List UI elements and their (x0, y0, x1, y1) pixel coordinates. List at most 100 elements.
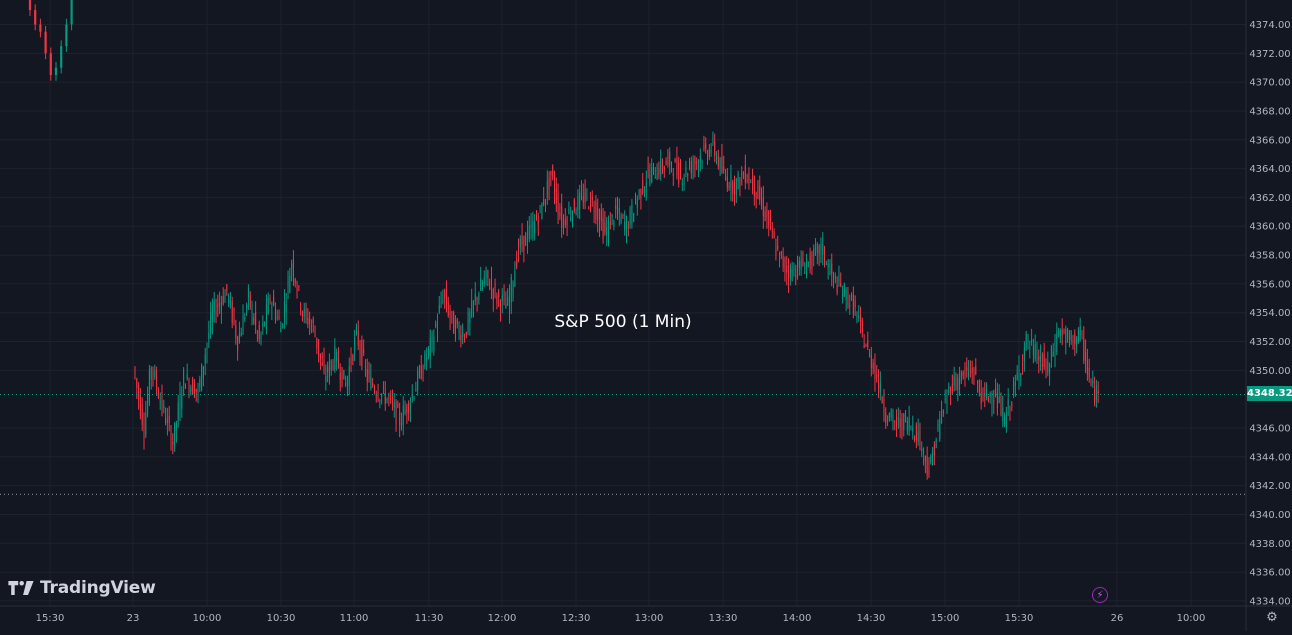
candle-body (465, 331, 467, 336)
candle-body (750, 182, 752, 184)
candle-body (303, 308, 305, 317)
candle-body (1090, 378, 1092, 385)
candle-body (181, 395, 183, 409)
candle-body (1072, 340, 1074, 344)
candle-body (359, 343, 361, 354)
candle-body (318, 339, 320, 356)
candle-body (804, 273, 806, 275)
candle-body (343, 369, 345, 380)
candle-body (253, 317, 255, 323)
candle-body (757, 180, 759, 199)
candle-body (345, 383, 347, 386)
candle-body (660, 158, 662, 175)
candle-body (508, 294, 510, 316)
y-tick-label: 4356.00 (1249, 279, 1290, 290)
candle-body (440, 301, 442, 303)
candle-body (454, 321, 456, 338)
candle-body (991, 402, 993, 404)
candle-body (933, 444, 935, 456)
candle-body (134, 367, 136, 377)
candle-body (460, 335, 462, 342)
candle-body (906, 420, 908, 432)
candle-body (744, 165, 746, 183)
candle-body (377, 392, 379, 400)
candle-body (672, 173, 674, 176)
candle-body (366, 369, 368, 382)
candle-body (517, 247, 519, 251)
candle-body (975, 366, 977, 375)
candle-body (651, 167, 653, 182)
candle-body (586, 194, 588, 196)
candle-body (139, 394, 141, 417)
candle-body (969, 370, 971, 372)
candle-body (782, 255, 784, 267)
candle-body (435, 324, 437, 327)
candle-body (539, 205, 541, 208)
candle-body (705, 143, 707, 149)
candle-body (323, 359, 325, 372)
candle-body (701, 160, 703, 164)
candle-body (559, 213, 561, 217)
candle-body (70, 0, 73, 25)
candle-body (54, 67, 58, 75)
candle-body (431, 332, 433, 343)
candle-body (462, 332, 464, 338)
x-tick-label: 10:00 (193, 613, 222, 624)
bolt-icon[interactable]: ⚡ (1092, 587, 1108, 603)
candle-body (743, 176, 745, 179)
candle-body (892, 415, 894, 423)
candle-body (644, 188, 646, 195)
candle-body (251, 308, 253, 313)
candle-body (188, 381, 190, 392)
candle-body (928, 469, 930, 476)
candle-body (471, 300, 473, 317)
candle-body (937, 423, 939, 430)
candle-body (901, 418, 903, 433)
candle-body (1063, 332, 1065, 334)
candle-body (568, 209, 570, 214)
tradingview-logo[interactable]: TradingView (8, 578, 156, 598)
candle-body (348, 366, 350, 386)
candle-body (229, 299, 231, 304)
candle-body (717, 156, 719, 167)
candle-body (770, 216, 772, 224)
candle-body (267, 298, 269, 314)
candle-body (537, 220, 539, 226)
candle-body (1061, 329, 1063, 337)
candle-body (584, 188, 586, 203)
candle-body (562, 218, 564, 224)
candle-body (375, 394, 377, 397)
candle-body (1058, 331, 1060, 333)
candle-body (869, 351, 871, 358)
candle-body (710, 150, 712, 153)
candle-body (136, 378, 138, 388)
candle-body (825, 263, 827, 265)
candle-body (813, 248, 815, 257)
candle-body (436, 321, 438, 333)
candle-body (923, 448, 925, 454)
candle-body (1016, 373, 1018, 381)
candle-body (463, 338, 465, 340)
candle-body (271, 306, 273, 308)
candle-body (390, 394, 392, 396)
gear-icon[interactable]: ⚙ (1266, 610, 1278, 625)
candle-body (797, 260, 799, 278)
candle-body (973, 371, 975, 381)
candle-body (582, 196, 584, 204)
candle-body (296, 287, 298, 292)
candle-body (183, 370, 185, 386)
candle-body (1009, 407, 1011, 411)
candle-body (681, 183, 683, 185)
candle-body (728, 186, 730, 188)
candle-body (478, 294, 480, 301)
candle-body (1036, 348, 1038, 364)
candle-body (305, 307, 307, 315)
candle-body (989, 393, 991, 397)
candle-body (163, 405, 165, 408)
candle-body (815, 247, 817, 251)
candle-body (202, 366, 204, 379)
candle-body (143, 424, 145, 438)
y-tick-label: 4354.00 (1249, 308, 1290, 319)
